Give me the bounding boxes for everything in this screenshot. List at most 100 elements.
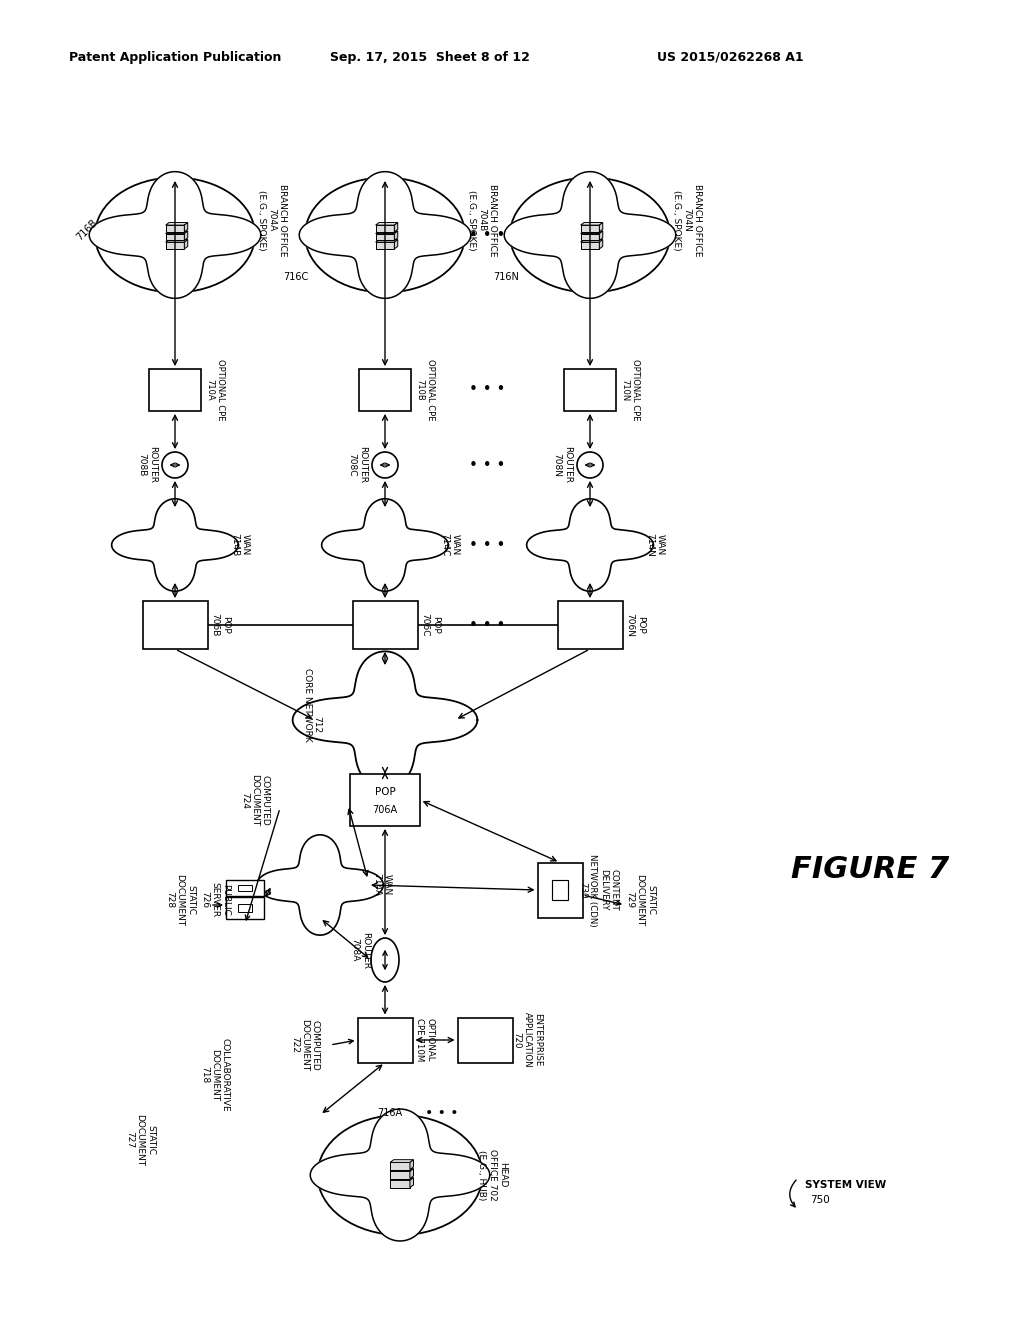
Bar	[359, 370, 411, 411]
Text: COLLABORATIVE
DOCUMENT
718: COLLABORATIVE DOCUMENT 718	[200, 1039, 230, 1111]
Text: BRANCH OFFICE
704B
(E.G., SPOKE): BRANCH OFFICE 704B (E.G., SPOKE)	[467, 183, 497, 256]
Polygon shape	[581, 239, 603, 242]
Text: 712: 712	[312, 717, 321, 734]
Bar	[552, 880, 568, 900]
Text: OPTIONAL CPE
710A: OPTIONAL CPE 710A	[205, 359, 224, 421]
Circle shape	[577, 451, 603, 478]
Text: HEAD
OFFICE 702
(E.G., HUB): HEAD OFFICE 702 (E.G., HUB)	[477, 1150, 507, 1201]
Bar	[239, 884, 252, 891]
Ellipse shape	[305, 177, 465, 293]
Text: 716B: 716B	[75, 218, 99, 243]
Bar	[564, 370, 616, 411]
Bar	[239, 904, 252, 912]
Text: ROUTER
708B: ROUTER 708B	[137, 446, 157, 483]
Text: COMPUTED
DOCUMENT
724: COMPUTED DOCUMENT 724	[240, 774, 270, 826]
Polygon shape	[322, 499, 449, 591]
Polygon shape	[394, 231, 397, 240]
Polygon shape	[376, 223, 397, 226]
Bar	[376, 234, 394, 240]
Text: PUBLIC
SERVER
726: PUBLIC SERVER 726	[200, 883, 230, 917]
Polygon shape	[184, 239, 187, 249]
Circle shape	[372, 451, 398, 478]
Ellipse shape	[95, 177, 255, 293]
Polygon shape	[504, 172, 676, 298]
Polygon shape	[599, 239, 603, 249]
Ellipse shape	[510, 177, 670, 293]
Text: Sep. 17, 2015  Sheet 8 of 12: Sep. 17, 2015 Sheet 8 of 12	[330, 50, 530, 63]
Text: FIGURE 7: FIGURE 7	[791, 855, 949, 884]
Polygon shape	[293, 651, 477, 788]
Polygon shape	[376, 231, 397, 234]
Text: WAN
714N: WAN 714N	[645, 533, 665, 557]
Bar	[150, 370, 201, 411]
Text: • • •: • • •	[469, 458, 506, 473]
Bar	[581, 234, 599, 240]
Text: WAN
714B: WAN 714B	[230, 533, 250, 557]
Polygon shape	[581, 223, 603, 226]
Polygon shape	[310, 1109, 489, 1241]
Text: OPTIONAL
CPE 710M: OPTIONAL CPE 710M	[416, 1018, 435, 1061]
Text: CORE NETWORK: CORE NETWORK	[303, 668, 312, 742]
Bar	[390, 1171, 410, 1179]
Bar	[226, 879, 264, 896]
Bar	[581, 226, 599, 232]
Polygon shape	[184, 231, 187, 240]
Text: • • •: • • •	[469, 383, 506, 397]
Polygon shape	[599, 231, 603, 240]
Polygon shape	[257, 834, 383, 935]
Text: • • •: • • •	[469, 537, 506, 553]
Polygon shape	[89, 172, 261, 298]
Ellipse shape	[317, 1115, 482, 1236]
Text: ENTERPRISE
APPLICATION
720: ENTERPRISE APPLICATION 720	[512, 1012, 542, 1068]
Text: POP
706C: POP 706C	[420, 614, 439, 636]
Bar	[458, 1018, 512, 1063]
Bar	[357, 1018, 413, 1063]
Bar	[390, 1180, 410, 1188]
Bar	[166, 234, 184, 240]
Text: POP
706N: POP 706N	[626, 612, 645, 638]
Bar	[376, 242, 394, 249]
Text: SYSTEM VIEW: SYSTEM VIEW	[805, 1180, 886, 1191]
Bar	[390, 1163, 410, 1170]
Text: 716A: 716A	[378, 1107, 402, 1118]
FancyArrowPatch shape	[790, 1180, 796, 1206]
Polygon shape	[299, 172, 471, 298]
Polygon shape	[390, 1160, 414, 1163]
Polygon shape	[410, 1177, 414, 1188]
Bar	[142, 601, 208, 649]
Polygon shape	[599, 223, 603, 232]
Text: • • •: • • •	[425, 1106, 459, 1119]
Circle shape	[162, 451, 188, 478]
Text: 716C: 716C	[283, 272, 308, 282]
Polygon shape	[410, 1168, 414, 1179]
Text: Patent Application Publication: Patent Application Publication	[69, 50, 282, 63]
Bar	[557, 601, 623, 649]
Text: US 2015/0262268 A1: US 2015/0262268 A1	[656, 50, 803, 63]
Bar	[376, 226, 394, 232]
Text: CONTENT
DELIVERY
NETWORK (CDN)
730: CONTENT DELIVERY NETWORK (CDN) 730	[578, 854, 618, 927]
Bar	[538, 862, 583, 917]
Polygon shape	[526, 499, 653, 591]
Polygon shape	[166, 239, 187, 242]
Bar	[581, 242, 599, 249]
Polygon shape	[394, 223, 397, 232]
Text: ROUTER
708A: ROUTER 708A	[350, 932, 370, 969]
Bar	[226, 898, 264, 919]
Polygon shape	[390, 1168, 414, 1171]
Polygon shape	[410, 1160, 414, 1170]
Text: WAN
714A: WAN 714A	[373, 874, 392, 896]
Polygon shape	[376, 239, 397, 242]
Polygon shape	[166, 231, 187, 234]
Text: ROUTER
708C: ROUTER 708C	[347, 446, 367, 483]
Text: BRANCH OFFICE
704N
(E.G., SPOKE): BRANCH OFFICE 704N (E.G., SPOKE)	[672, 183, 701, 256]
Polygon shape	[394, 239, 397, 249]
Polygon shape	[112, 499, 239, 591]
Bar	[350, 774, 420, 826]
Text: • • •: • • •	[469, 618, 506, 632]
Polygon shape	[166, 223, 187, 226]
Ellipse shape	[371, 939, 399, 982]
Text: 706A: 706A	[373, 805, 397, 814]
Text: STATIC
DOCUMENT
729: STATIC DOCUMENT 729	[625, 874, 655, 927]
Polygon shape	[390, 1177, 414, 1180]
Text: BRANCH OFFICE
704A
(E.G., SPOKE): BRANCH OFFICE 704A (E.G., SPOKE)	[257, 183, 287, 256]
